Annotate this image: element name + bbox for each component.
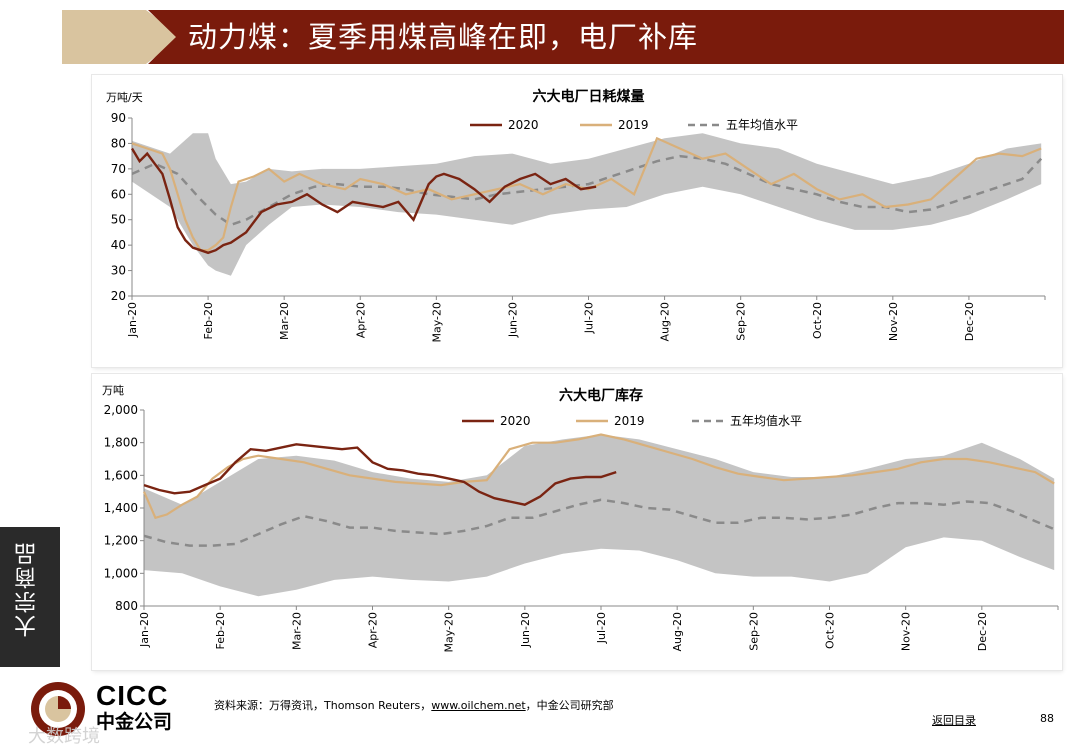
legend-2019-label: 2019 [618, 118, 649, 132]
legend-2020-label: 2020 [500, 414, 531, 428]
page-number: 88 [1040, 712, 1054, 725]
legend-2020-label: 2020 [508, 118, 539, 132]
series-line-five-year-avg [143, 498, 1055, 547]
source-suffix: ，中金公司研究部 [525, 699, 614, 712]
x-tick-label: Oct-20 [824, 612, 837, 649]
watermark: 大数跨境 [28, 726, 100, 747]
series-line-2020 [130, 147, 597, 255]
x-tick-label: Apr-20 [354, 302, 367, 338]
x-tick-label: Jun-20 [519, 612, 532, 648]
y-tick-label: 20 [111, 289, 126, 303]
x-tick-label: Mar-20 [278, 302, 291, 340]
cicc-logo-icon [31, 682, 85, 736]
y-tick-label: 1,800 [104, 436, 138, 450]
range-band [144, 434, 1055, 597]
source-link[interactable]: www.oilchem.net [431, 699, 526, 712]
x-tick-label: Sep-20 [735, 302, 748, 341]
side-section-tab[interactable]: 大宗商品 [0, 527, 60, 667]
range-band [132, 133, 1042, 276]
x-tick-label: Sep-20 [747, 612, 760, 651]
y-axis-unit-label: 万吨/天 [106, 91, 143, 104]
header-bar [148, 10, 1064, 64]
legend-2019-label: 2019 [614, 414, 645, 428]
y-tick-label: 1,000 [104, 566, 138, 580]
x-tick-label: Nov-20 [900, 612, 913, 651]
x-tick-label: Nov-20 [887, 302, 900, 341]
x-tick-label: Aug-20 [671, 612, 684, 651]
y-axis-unit-label: 万吨 [102, 384, 124, 397]
series-line-2019 [142, 433, 1055, 520]
chart-title: 六大电厂日耗煤量 [533, 88, 645, 105]
x-tick-label: Dec-20 [963, 302, 976, 341]
x-tick-label: Aug-20 [659, 302, 672, 341]
x-tick-label: May-20 [430, 302, 443, 343]
y-tick-label: 1,200 [104, 534, 138, 548]
x-tick-label: Apr-20 [367, 612, 380, 648]
y-tick-label: 60 [111, 187, 126, 201]
x-tick-label: Jul-20 [583, 302, 596, 334]
chart-daily-consumption: 六大电厂日耗煤量 万吨/天 20 30 40 50 60 70 80 90 Jan-20 Feb-20… [106, 88, 1046, 343]
y-tick-label: 800 [115, 599, 138, 613]
source-prefix: 资料来源：万得资讯，Thomson Reuters， [214, 699, 432, 712]
y-tick-label: 90 [111, 111, 126, 125]
y-tick-label: 1,400 [104, 501, 138, 515]
source-note: 资料来源：万得资讯，Thomson Reuters，www.oilchem.ne… [214, 697, 614, 713]
x-tick-label: Jun-20 [506, 302, 519, 338]
x-tick-label: Feb-20 [202, 302, 215, 339]
x-tick-label: Jan-20 [126, 302, 139, 338]
chart-panel-daily-consumption: 六大电厂日耗煤量 万吨/天 20 30 40 50 60 70 80 90 Jan-20 Feb-20… [92, 75, 1062, 367]
x-tick-label: Mar-20 [290, 612, 303, 650]
x-tick-label: Jan-20 [138, 612, 151, 648]
y-tick-label: 1,600 [104, 468, 138, 482]
logo-text-en: CICC [96, 680, 169, 711]
chart-inventory: 六大电厂库存 万吨 800 1,000 1,200 1,400 1,600 1,800 2,00… [102, 384, 1059, 653]
y-tick-label: 50 [111, 213, 126, 227]
x-tick-label: Jul-20 [595, 612, 608, 644]
y-tick-label: 40 [111, 238, 126, 252]
x-tick-label: May-20 [443, 612, 456, 653]
legend-five-year-avg-label: 五年均值水平 [730, 413, 802, 428]
x-tick-label: Oct-20 [811, 302, 824, 339]
series-line-2019 [131, 136, 1042, 252]
series-line-2020 [143, 443, 617, 506]
x-tick-label: Dec-20 [976, 612, 989, 651]
side-tab-label: 大宗商品 [15, 541, 40, 637]
legend-five-year-avg-label: 五年均值水平 [726, 117, 798, 132]
y-tick-label: 80 [111, 136, 126, 150]
chart-panel-inventory: 六大电厂库存 万吨 800 1,000 1,200 1,400 1,600 1,800 2,00… [92, 374, 1062, 670]
back-to-contents-link[interactable]: 返回目录 [932, 714, 976, 727]
page-title: 动力煤：夏季用煤高峰在即，电厂补库 [188, 20, 699, 54]
chart-title: 六大电厂库存 [559, 387, 643, 404]
logo-text-cn: 中金公司 [96, 711, 173, 733]
y-tick-label: 30 [111, 264, 126, 278]
x-tick-label: Feb-20 [214, 612, 227, 649]
y-tick-label: 70 [111, 162, 126, 176]
y-tick-label: 2,000 [104, 403, 138, 417]
